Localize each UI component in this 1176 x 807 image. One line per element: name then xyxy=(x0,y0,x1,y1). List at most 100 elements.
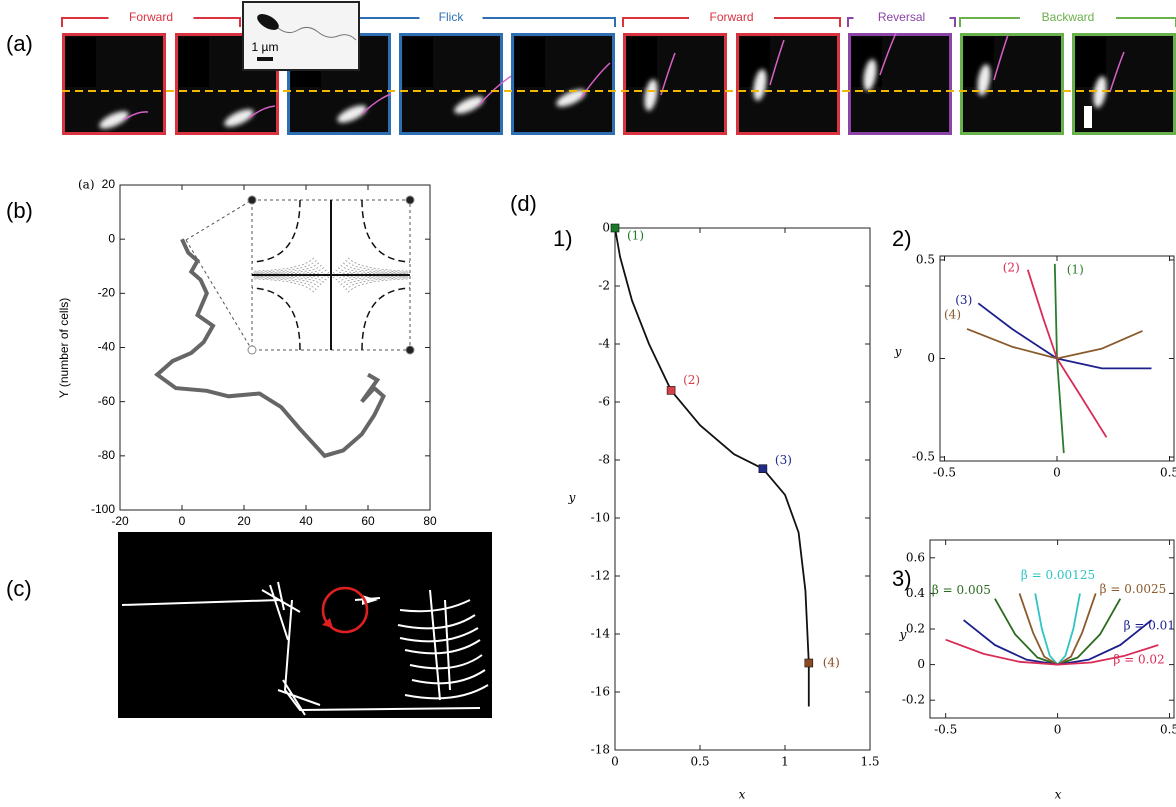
series-line xyxy=(977,302,1152,370)
flow-line xyxy=(340,275,409,286)
y-axis-label: y xyxy=(568,491,576,505)
x-tick-label: 1 xyxy=(781,755,789,769)
flow-line xyxy=(253,257,315,272)
scale-bar xyxy=(1084,106,1092,128)
point-label: (2) xyxy=(683,373,700,387)
flow-line xyxy=(253,278,315,293)
x-tick-label: 0 xyxy=(1053,466,1061,480)
y-tick-label: 0.6 xyxy=(906,550,925,564)
scale-bar xyxy=(257,57,273,61)
flow-line xyxy=(337,275,408,283)
tracks xyxy=(121,581,489,716)
y-tick-label: -18 xyxy=(591,743,610,757)
frame-shade xyxy=(627,37,657,87)
x-tick-label: -0.5 xyxy=(933,466,956,480)
point-label: (3) xyxy=(775,453,792,467)
x-tick-label: 0 xyxy=(1054,723,1062,737)
x-tick-label: 1.5 xyxy=(860,755,879,769)
flow-line xyxy=(253,277,317,291)
bracket-gap xyxy=(853,8,950,28)
y-tick-label: 0.5 xyxy=(916,252,935,266)
series-label: β = 0.01 xyxy=(1124,619,1175,633)
series-line xyxy=(153,238,386,459)
y-axis-label: y xyxy=(894,345,902,359)
y-tick-label: -4 xyxy=(598,337,610,351)
chart: -20 0 20 40 60 80 -100 -80 -60 -40 -20 0 20 (a) X (num… xyxy=(57,177,437,544)
flow-line xyxy=(337,267,408,275)
bracket-gap xyxy=(1020,8,1116,28)
corner-dot xyxy=(405,345,415,355)
scale-label: 1 µm xyxy=(252,40,279,54)
y-tick-label: -2 xyxy=(598,279,610,293)
chart-title: 1) xyxy=(553,226,573,251)
panel-label: (d) xyxy=(510,191,537,216)
track xyxy=(397,599,489,700)
x-tick-label: 60 xyxy=(361,514,375,528)
flow-line xyxy=(342,262,409,274)
y-tick-label: -6 xyxy=(598,395,610,409)
y-axis-label: y xyxy=(899,628,907,642)
flow-line xyxy=(345,259,409,273)
y-tick-label: -14 xyxy=(591,627,611,641)
series-line xyxy=(966,328,1143,360)
separatrix xyxy=(251,199,411,351)
series-line xyxy=(1034,593,1081,666)
y-tick-label: -60 xyxy=(98,394,116,408)
track xyxy=(121,581,301,641)
point-marker xyxy=(758,464,768,474)
series-label: β = 0.00125 xyxy=(1021,568,1095,582)
y-tick-label: -0.5 xyxy=(912,450,935,464)
cell xyxy=(337,105,367,123)
x-tick-label: -0.5 xyxy=(934,723,957,737)
y-tick-label: -80 xyxy=(98,448,116,462)
y-tick-label: -10 xyxy=(591,511,610,525)
series-line xyxy=(614,227,810,707)
bracket-gap xyxy=(419,8,483,28)
flagellum xyxy=(248,105,276,119)
y-tick-label: -12 xyxy=(591,569,610,583)
chart: -0.5 0 0.5 -0.2 0 0.2 0.4 0.6 3) x y β = 0.005 β = 0… xyxy=(892,539,1176,802)
flagellum xyxy=(993,34,1009,81)
y-tick-label: -8 xyxy=(598,453,610,467)
point-marker xyxy=(666,386,676,395)
panel-label: (a) xyxy=(6,31,33,56)
bracket-label: Backward xyxy=(1042,10,1095,24)
flagellum xyxy=(123,111,149,121)
corner-dot xyxy=(405,195,415,205)
bracket-gap xyxy=(108,8,194,28)
series-label: (2) xyxy=(1003,260,1020,274)
frame-shade xyxy=(403,37,433,87)
flagellum xyxy=(478,74,514,106)
point-label: (1) xyxy=(627,229,644,243)
x-tick-label: 0.5 xyxy=(1160,466,1176,480)
panel-label: (b) xyxy=(6,198,33,223)
flagellum xyxy=(879,32,897,76)
flow-line xyxy=(347,257,409,272)
x-tick-label: 80 xyxy=(423,514,437,528)
flow-line xyxy=(253,276,320,288)
track-image xyxy=(118,532,492,718)
x-axis-label: x xyxy=(739,788,746,802)
y-tick-label: 0 xyxy=(917,657,925,671)
zoom-line xyxy=(185,199,253,351)
cell xyxy=(644,79,658,111)
y-tick-label: -40 xyxy=(98,340,116,354)
series-line xyxy=(945,638,1159,666)
cell xyxy=(863,59,877,91)
flow-line xyxy=(347,278,409,293)
series-label: β = 0.005 xyxy=(932,583,991,597)
frame-shade xyxy=(66,37,96,87)
flagellum xyxy=(1109,51,1125,93)
flow-line xyxy=(340,264,409,275)
flow-line xyxy=(253,264,322,275)
panel-a: Forward Flick Forward Reversal Backward 1 µm xyxy=(61,1,1176,135)
corner-dot xyxy=(247,195,257,205)
separatrix xyxy=(252,200,410,350)
bracket-label: Flick xyxy=(439,10,465,24)
flagellum xyxy=(769,39,785,86)
panel-c xyxy=(118,532,492,718)
rotation-circle xyxy=(321,586,369,634)
corner-dot xyxy=(247,345,257,355)
track xyxy=(277,679,321,716)
